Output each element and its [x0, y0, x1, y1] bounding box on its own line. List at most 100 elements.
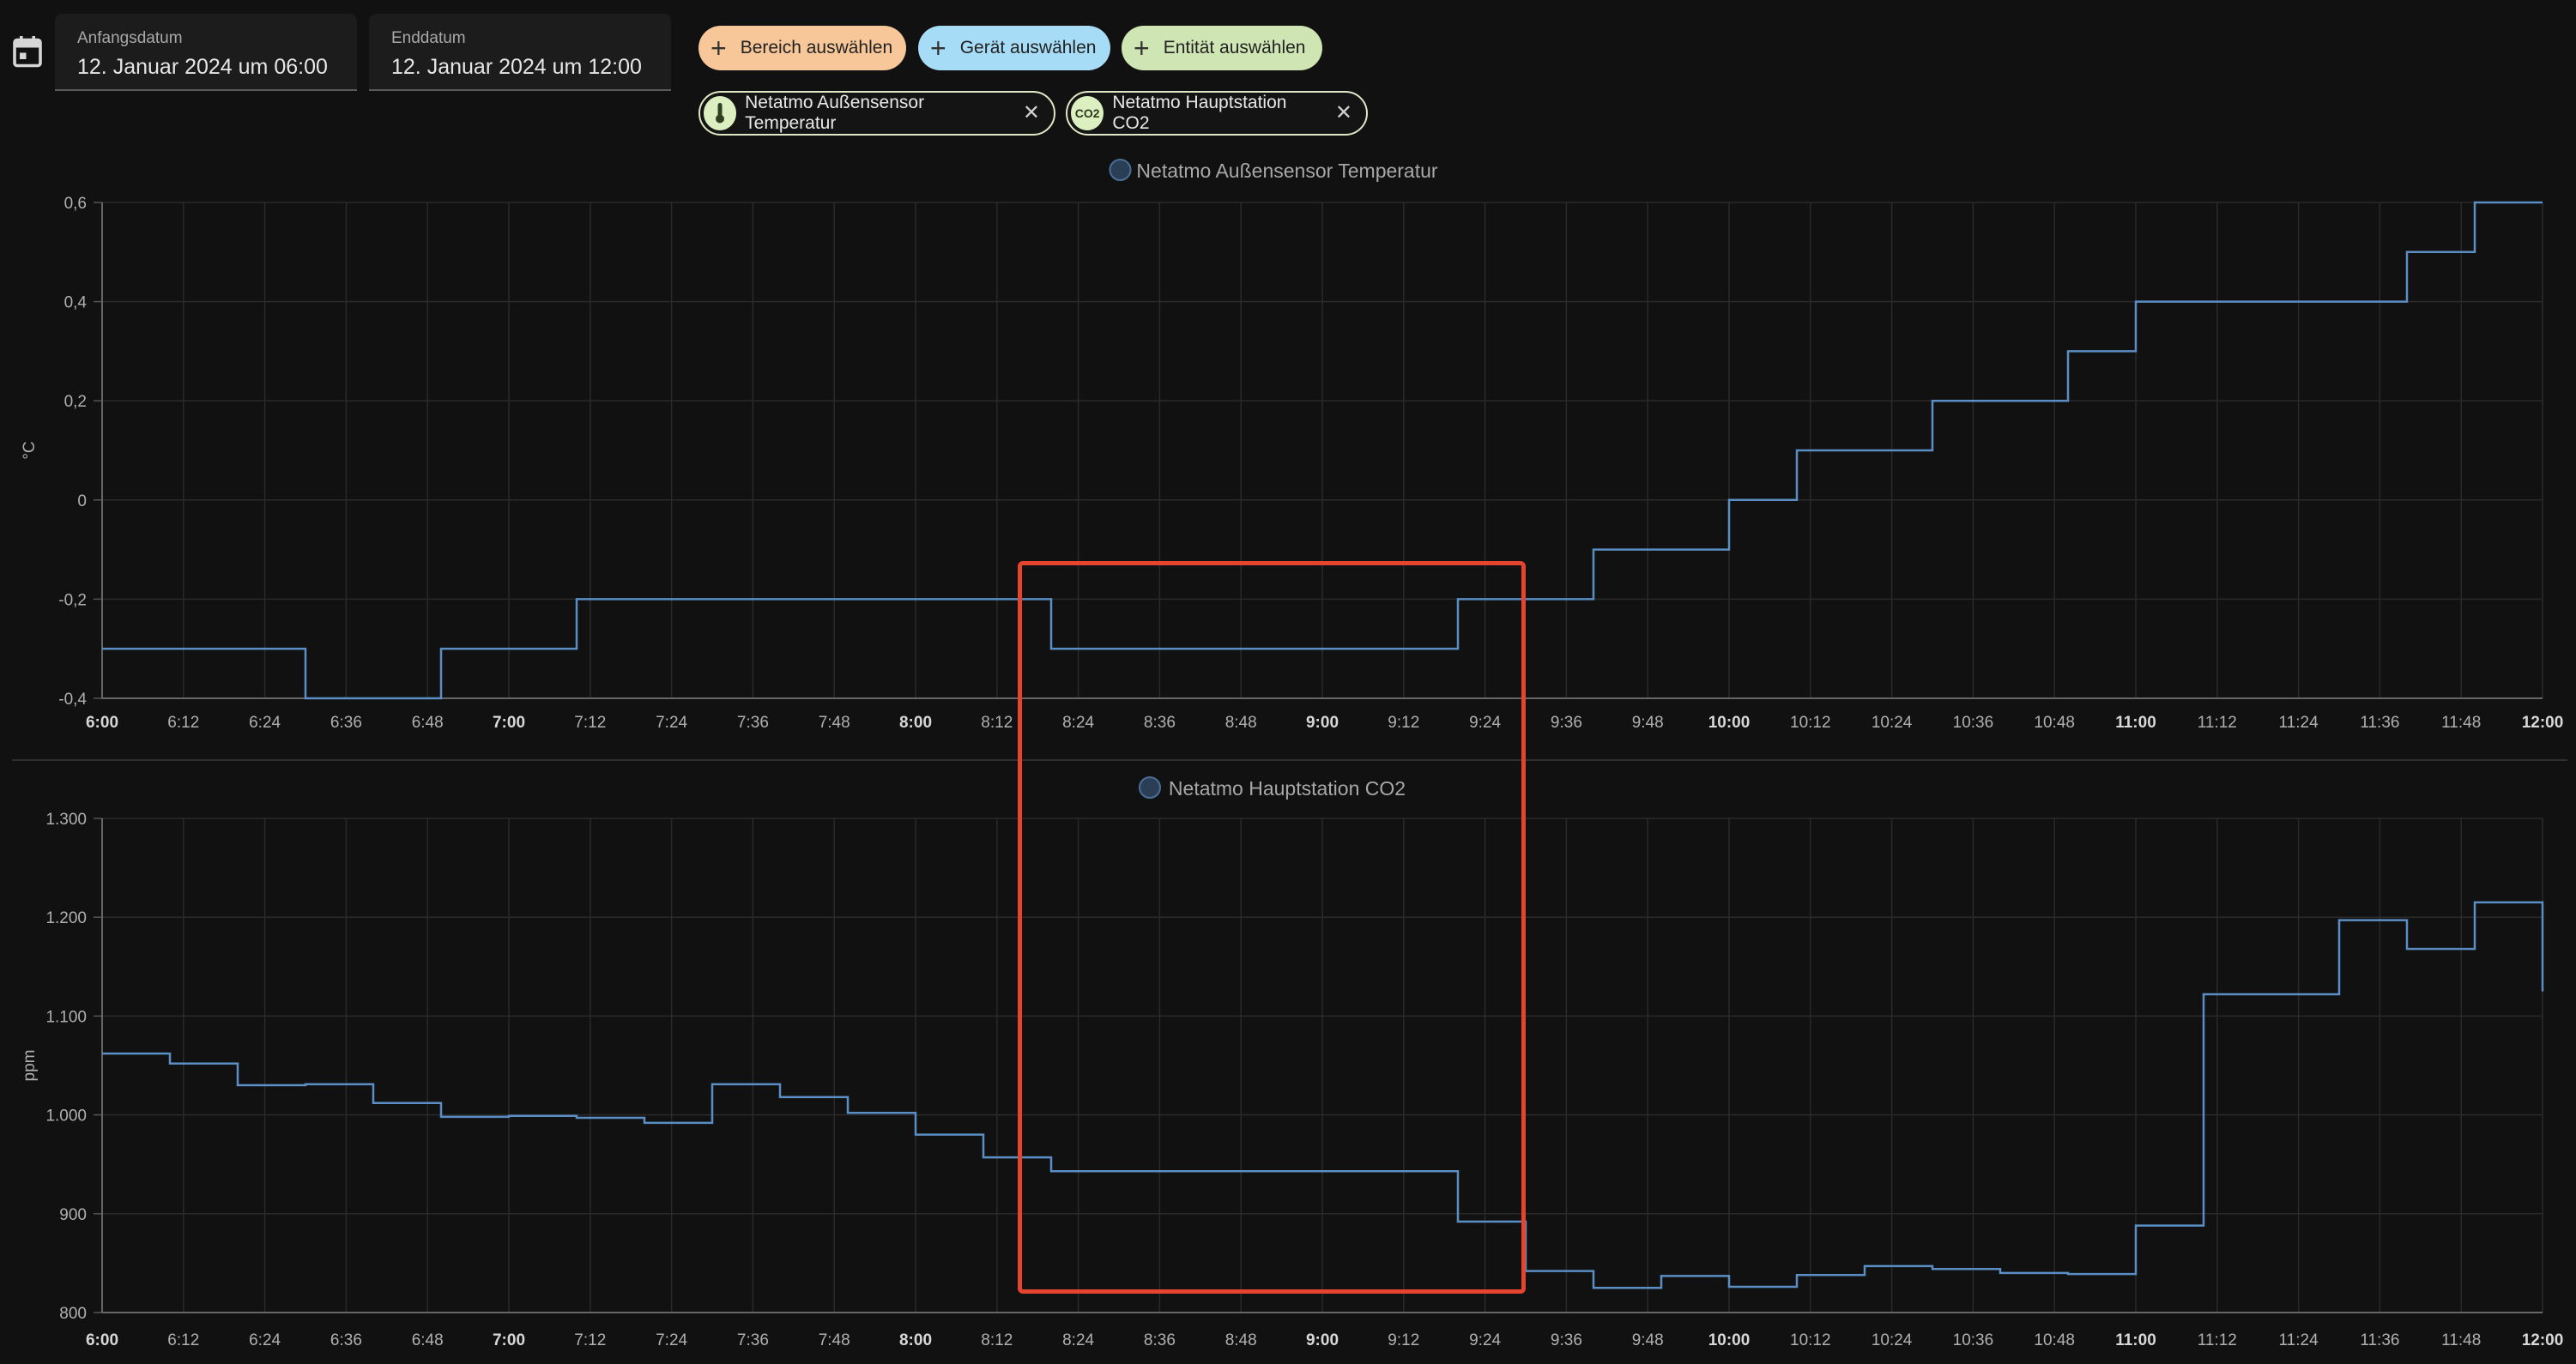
- x-tick-label: 10:00: [1708, 714, 1751, 732]
- x-tick-label: 6:24: [249, 1331, 281, 1349]
- entity-chip-temperature[interactable]: Netatmo Außensensor Temperatur ✕: [698, 91, 1055, 136]
- y-tick-label: 1.100: [45, 1008, 87, 1026]
- x-tick-label: 7:12: [574, 1331, 606, 1349]
- y-tick-label: 0,2: [64, 393, 87, 411]
- x-tick-label: 11:24: [2279, 1331, 2319, 1349]
- x-tick-label: 11:48: [2441, 1331, 2481, 1349]
- y-tick-label: 0,6: [64, 195, 87, 213]
- x-tick-label: 9:24: [1469, 1331, 1501, 1349]
- entity-chip-co2[interactable]: CO2 Netatmo Hauptstation CO2 ✕: [1066, 91, 1368, 136]
- entity-chip-label: Netatmo Hauptstation CO2: [1112, 93, 1287, 133]
- x-tick-label: 10:00: [1708, 1331, 1751, 1349]
- x-tick-label: 10:24: [1872, 714, 1913, 732]
- end-date-value: 12. Januar 2024 um 12:00: [391, 55, 642, 79]
- x-tick-label: 8:12: [981, 714, 1013, 732]
- x-tick-label: 8:48: [1225, 1331, 1257, 1349]
- x-tick-label: 7:24: [656, 714, 687, 732]
- y-tick-label: 1.300: [45, 811, 87, 829]
- x-tick-label: 8:24: [1062, 714, 1094, 732]
- series-line: [102, 901, 2544, 1289]
- x-tick-label: 7:12: [574, 714, 606, 732]
- start-date-field[interactable]: Anfangsdatum 12. Januar 2024 um 06:00: [55, 14, 357, 91]
- chart-divider: [12, 759, 2567, 761]
- plus-icon: +: [711, 33, 727, 63]
- y-axis-label: °C: [21, 441, 39, 459]
- x-tick-label: 10:48: [2034, 714, 2075, 732]
- y-tick-label: 0: [77, 492, 87, 510]
- chart-legend: Netatmo Hauptstation CO2: [1139, 776, 1406, 800]
- x-tick-label: 6:48: [412, 714, 444, 732]
- x-tick-label: 11:12: [2198, 714, 2237, 732]
- x-tick-label: 10:12: [1790, 1331, 1831, 1349]
- x-tick-label: 6:12: [167, 714, 199, 732]
- x-tick-label: 9:36: [1551, 1331, 1582, 1349]
- legend-label: Netatmo Hauptstation CO2: [1169, 777, 1406, 800]
- x-tick-label: 8:36: [1144, 1331, 1176, 1349]
- x-tick-label: 6:24: [249, 714, 281, 732]
- x-tick-label: 7:00: [493, 714, 525, 732]
- x-tick-label: 6:00: [86, 1331, 118, 1349]
- add-entity-button[interactable]: + Entität auswählen: [1122, 26, 1322, 70]
- entity-chip-label: Netatmo Außensensor Temperatur: [745, 93, 925, 133]
- start-date-value: 12. Januar 2024 um 06:00: [77, 55, 328, 79]
- co2-chart: 6:00 6:12 6:24 6:36 6:48 7:00 7:12 7:24 7:36 7:48…: [21, 776, 2563, 1349]
- x-tick-label: 9:48: [1632, 714, 1664, 732]
- x-tick-label: 11:24: [2279, 714, 2319, 732]
- x-tick-label: 9:00: [1306, 714, 1339, 732]
- end-date-label: Enddatum: [391, 29, 466, 47]
- close-icon[interactable]: ✕: [1334, 101, 1352, 124]
- y-tick-label: 1.000: [45, 1107, 87, 1126]
- end-date-field[interactable]: Enddatum 12. Januar 2024 um 12:00: [369, 14, 671, 91]
- y-tick-label: 0,4: [64, 294, 88, 312]
- x-tick-label: 7:48: [819, 714, 850, 732]
- x-tick-label: 8:00: [899, 714, 932, 732]
- temperature-chart: 6:00 6:12 6:24 6:36 6:48 7:00 7:12 7:24 7:36 7:48…: [21, 159, 2564, 732]
- x-tick-label: 11:36: [2360, 714, 2399, 732]
- x-tick-label: 11:48: [2441, 714, 2481, 732]
- x-tick-label: 11:00: [2115, 714, 2156, 732]
- x-tick-label: 12:00: [2522, 714, 2564, 732]
- y-tick-label: -0,4: [58, 691, 87, 709]
- calendar-icon[interactable]: [12, 34, 43, 69]
- x-tick-label: 8:00: [899, 1331, 932, 1349]
- x-tick-label: 9:48: [1632, 1331, 1664, 1349]
- x-tick-label: 6:48: [412, 1331, 444, 1349]
- plus-icon: +: [930, 33, 946, 63]
- x-tick-label: 7:36: [737, 714, 769, 732]
- x-tick-label: 9:36: [1551, 714, 1582, 732]
- x-tick-label: 10:24: [1872, 1331, 1913, 1349]
- x-tick-label: 11:12: [2198, 1331, 2237, 1349]
- chart-legend: Netatmo Außensensor Temperatur: [1109, 159, 1438, 182]
- x-tick-label: 7:36: [737, 1331, 769, 1349]
- x-tick-label: 9:12: [1388, 714, 1419, 732]
- x-tick-label: 8:48: [1225, 714, 1257, 732]
- y-tick-label: 1.200: [45, 909, 87, 927]
- x-tick-label: 6:00: [86, 714, 118, 732]
- legend-swatch: [1139, 776, 1161, 799]
- close-icon[interactable]: ✕: [1022, 101, 1040, 124]
- thermometer-icon: [704, 96, 737, 130]
- y-tick-label: 900: [59, 1206, 87, 1224]
- y-tick-label: -0,2: [58, 591, 87, 609]
- x-tick-label: 11:00: [2115, 1331, 2156, 1349]
- x-tick-label: 8:12: [981, 1331, 1013, 1349]
- x-tick-label: 7:48: [819, 1331, 850, 1349]
- x-tick-label: 10:12: [1790, 714, 1831, 732]
- y-tick-label: 800: [59, 1305, 87, 1323]
- legend-label: Netatmo Außensensor Temperatur: [1136, 160, 1437, 182]
- series-line: [102, 201, 2543, 700]
- highlight-box: [1018, 561, 1526, 1294]
- x-tick-label: 11:36: [2360, 1331, 2399, 1349]
- x-tick-label: 9:12: [1388, 1331, 1419, 1349]
- add-area-label: Bereich auswählen: [740, 38, 893, 57]
- x-tick-label: 6:36: [330, 1331, 362, 1349]
- add-area-button[interactable]: + Bereich auswählen: [698, 26, 906, 70]
- plus-icon: +: [1134, 33, 1150, 63]
- start-date-label: Anfangsdatum: [77, 29, 183, 47]
- x-tick-label: 9:24: [1469, 714, 1501, 732]
- x-tick-label: 7:00: [493, 1331, 525, 1349]
- x-tick-label: 8:36: [1144, 714, 1176, 732]
- add-device-button[interactable]: + Gerät auswählen: [918, 26, 1110, 70]
- legend-swatch: [1109, 159, 1132, 181]
- x-tick-label: 8:24: [1062, 1331, 1094, 1349]
